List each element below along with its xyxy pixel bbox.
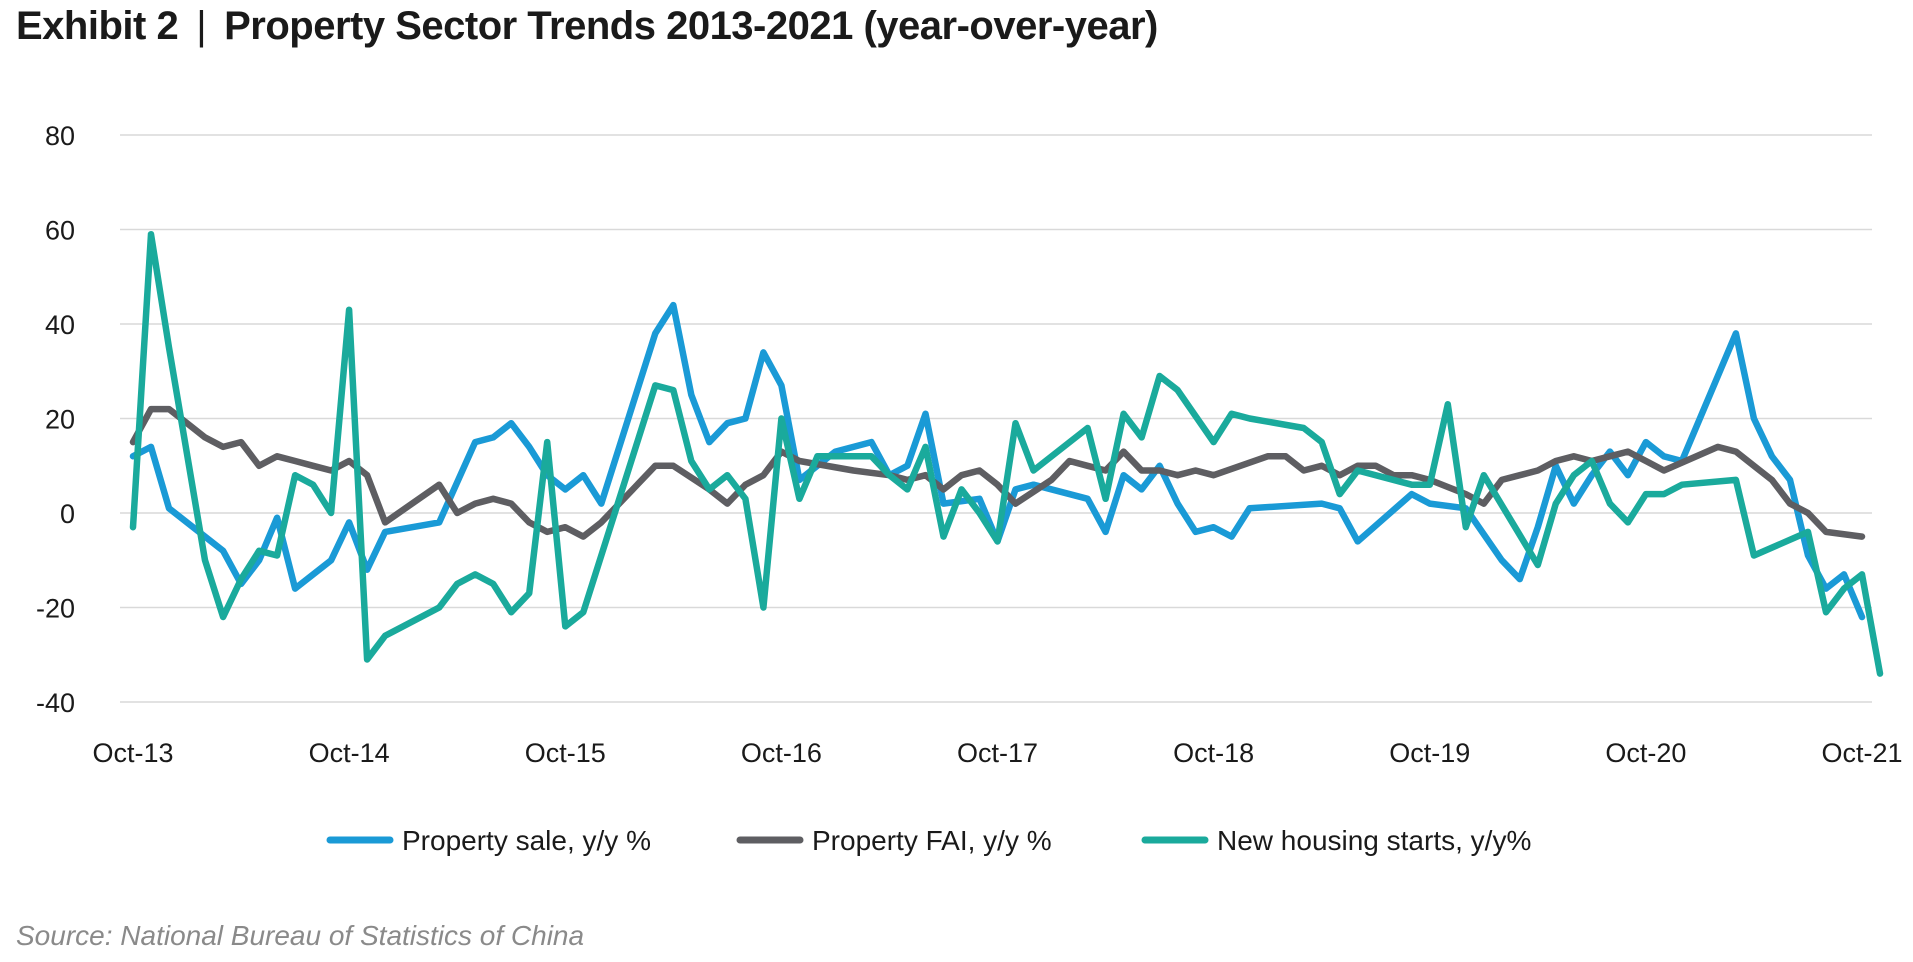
y-tick-label: -40 [36,688,75,718]
x-tick-label: Oct-19 [1389,738,1470,768]
chart-title: Exhibit 2 | Property Sector Trends 2013-20… [16,4,1158,49]
exhibit-label: Exhibit 2 [16,4,179,48]
y-axis-ticks: 80 60 40 20 0 -20 -40 [36,121,75,718]
y-tick-label: 80 [45,121,75,151]
gridlines [120,134,1872,703]
x-axis-ticks: Oct-13 Oct-14 Oct-15 Oct-16 Oct-17 Oct-18 Oct-… [92,738,1902,768]
y-tick-label: 20 [45,405,75,435]
y-tick-label: 60 [45,216,75,246]
x-tick-label: Oct-21 [1821,738,1902,768]
source-note: Source: National Bureau of Statistics of… [16,920,585,951]
series-line-1 [129,301,1866,621]
y-tick-label: 0 [60,499,75,529]
legend-label-2: Property FAI, y/y % [812,825,1052,856]
legend: Property sale, y/y % Property FAI, y/y % N… [326,825,1531,856]
legend-label-1: Property sale, y/y % [402,825,651,856]
x-tick-label: Oct-18 [1173,738,1254,768]
series-line-2 [129,405,1866,540]
series-line-3 [129,230,1884,677]
x-tick-label: Oct-14 [309,738,390,768]
x-tick-label: Oct-13 [92,738,173,768]
y-tick-label: -20 [36,594,75,624]
x-tick-label: Oct-15 [525,738,606,768]
title-text: Property Sector Trends 2013-2021 (year-o… [224,4,1158,48]
x-tick-label: Oct-17 [957,738,1038,768]
legend-label-3: New housing starts, y/y% [1217,825,1531,856]
line-chart: 80 60 40 20 0 -20 -40 Oct-13 Oct-14 Oct-15 Oct-16… [36,121,1903,856]
y-tick-label: 40 [45,310,75,340]
series-lines [129,230,1884,677]
x-tick-label: Oct-20 [1605,738,1686,768]
x-tick-label: Oct-16 [741,738,822,768]
title-separator: | [196,4,207,48]
